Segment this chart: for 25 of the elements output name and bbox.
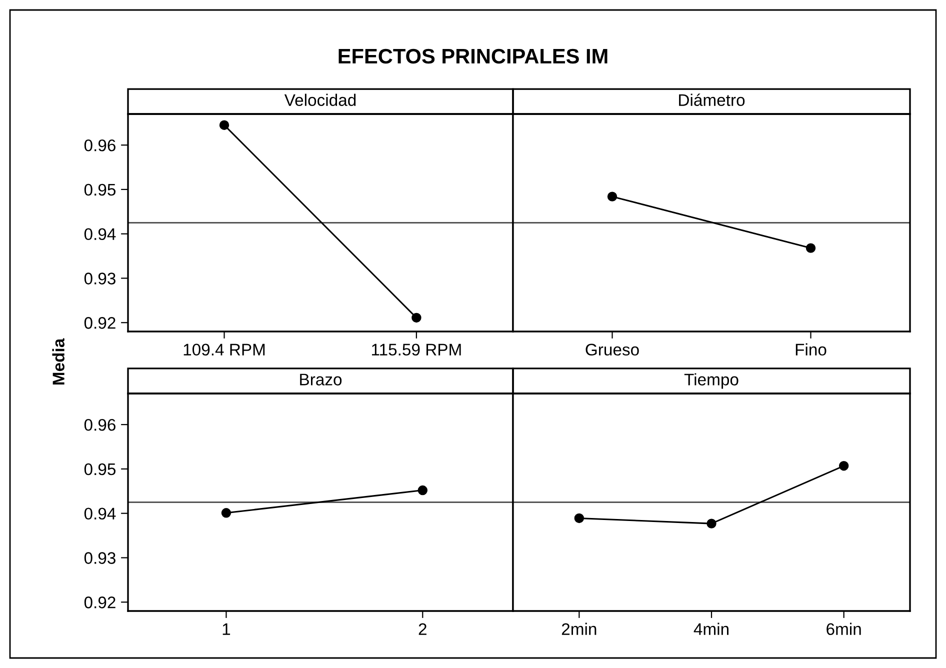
x-tick-label: 2 <box>418 623 426 635</box>
x-tick-label: 109.4 RPM <box>184 344 265 356</box>
chart-title: Diámetro <box>679 94 745 106</box>
y-axis-title: Media <box>52 338 64 384</box>
y-tick-label: 0.93 <box>84 552 116 564</box>
y-tick-label: 0.94 <box>84 228 116 240</box>
y-tick-label: 0.92 <box>84 596 116 608</box>
text: EFECTOS PRINCIPALES IM <box>338 48 608 64</box>
x-tick-label: 1 <box>222 623 230 635</box>
x-tick-label: 2min <box>562 622 596 635</box>
chart-title: Brazo <box>300 374 342 386</box>
x-tick-label: Fino <box>796 343 826 356</box>
y-tick-label: 0.92 <box>84 317 116 329</box>
chart-title: Tiempo <box>684 373 738 389</box>
x-tick-label: Grueso <box>586 344 639 356</box>
y-tick-label: 0.94 <box>84 508 116 520</box>
y-tick-label: 0.96 <box>84 418 116 431</box>
y-tick-label: 0.96 <box>84 139 116 152</box>
x-tick-label: 6min <box>826 622 861 636</box>
chart-title: Velocidad <box>284 94 356 106</box>
x-tick-label: 4min <box>694 622 728 635</box>
y-tick-label: 0.93 <box>84 272 116 284</box>
y-tick-label: 0.95 <box>84 463 116 476</box>
x-tick-label: 115.59 RPM <box>372 344 461 356</box>
y-tick-label: 0.95 <box>84 184 116 196</box>
